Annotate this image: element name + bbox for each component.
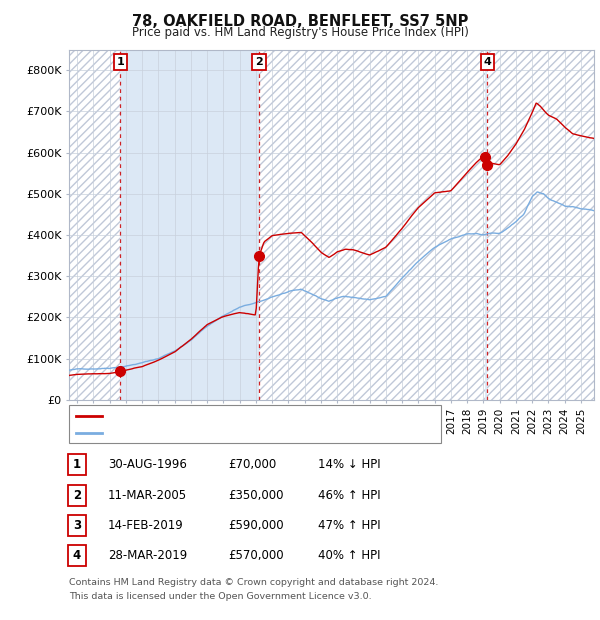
Text: 4: 4 (73, 549, 81, 562)
Bar (69, 50, 121, 400)
Text: 47% ↑ HPI: 47% ↑ HPI (318, 519, 380, 532)
Bar (259, 50, 485, 400)
Text: 78, OAKFIELD ROAD, BENFLEET, SS7 5NP: 78, OAKFIELD ROAD, BENFLEET, SS7 5NP (132, 14, 468, 29)
Text: 14% ↓ HPI: 14% ↓ HPI (318, 458, 380, 471)
Text: £590,000: £590,000 (228, 519, 284, 532)
Text: £70,000: £70,000 (228, 458, 276, 471)
Text: 2: 2 (255, 57, 263, 67)
Text: 2: 2 (73, 489, 81, 502)
Text: 78, OAKFIELD ROAD, BENFLEET, SS7 5NP (detached house): 78, OAKFIELD ROAD, BENFLEET, SS7 5NP (de… (107, 410, 431, 420)
Bar (487, 50, 594, 400)
Text: Contains HM Land Registry data © Crown copyright and database right 2024.: Contains HM Land Registry data © Crown c… (69, 578, 439, 588)
Text: 40% ↑ HPI: 40% ↑ HPI (318, 549, 380, 562)
Text: This data is licensed under the Open Government Licence v3.0.: This data is licensed under the Open Gov… (69, 592, 371, 601)
Bar (485, 50, 487, 400)
Text: 28-MAR-2019: 28-MAR-2019 (108, 549, 187, 562)
Bar (121, 50, 259, 400)
Text: £570,000: £570,000 (228, 549, 284, 562)
Text: 1: 1 (116, 57, 124, 67)
Bar (259, 50, 485, 400)
Text: 3: 3 (73, 519, 81, 532)
Text: 30-AUG-1996: 30-AUG-1996 (108, 458, 187, 471)
Text: 1: 1 (73, 458, 81, 471)
Text: £350,000: £350,000 (228, 489, 284, 502)
Text: 14-FEB-2019: 14-FEB-2019 (108, 519, 184, 532)
Text: HPI: Average price, detached house, Castle Point: HPI: Average price, detached house, Cast… (107, 428, 374, 438)
Text: Price paid vs. HM Land Registry's House Price Index (HPI): Price paid vs. HM Land Registry's House … (131, 26, 469, 39)
Bar (487, 50, 594, 400)
Text: 11-MAR-2005: 11-MAR-2005 (108, 489, 187, 502)
Text: 46% ↑ HPI: 46% ↑ HPI (318, 489, 380, 502)
Bar (69, 50, 121, 400)
Text: 4: 4 (484, 57, 491, 67)
